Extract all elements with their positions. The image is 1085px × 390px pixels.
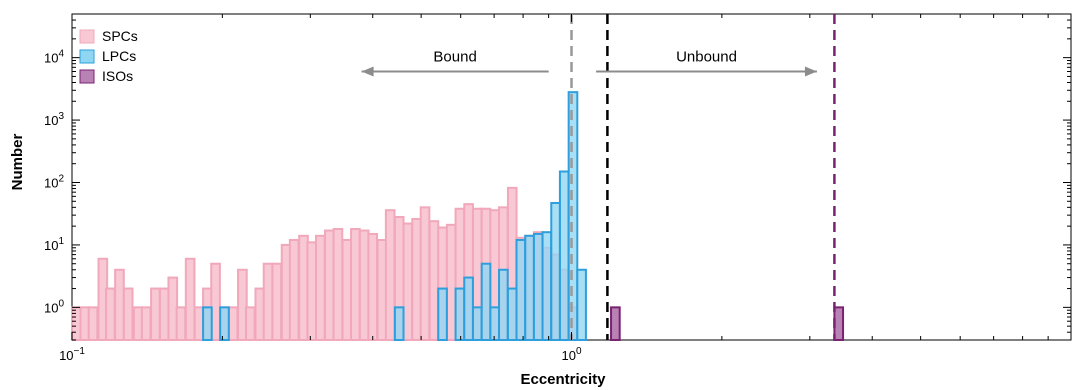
spcs-bar [384,209,396,341]
y-tick-label: 101 [44,236,64,253]
lpcs-bar [558,170,570,341]
lpcs-bar [393,306,405,342]
lpcs-bar [506,287,518,342]
y-tick-label: 102 [44,173,64,190]
lpcs-bar [437,287,448,342]
spcs-bar [158,287,170,342]
lpcs-bar [576,268,587,341]
lpcs-bar [532,232,544,341]
legend: SPCs LPCs ISOs [79,28,138,84]
spcs-bar [358,229,370,342]
legend-label: ISOs [102,68,133,84]
legend-swatch [79,69,95,84]
lpcs-bar [515,238,527,341]
spcs-bar [323,229,335,342]
spcs-bar [402,222,414,341]
x-tick-label: 100 [561,346,581,363]
spcs-bar [87,306,99,342]
spcs-bar [140,306,152,342]
lpcs-bar [550,201,561,341]
spcs-bar [341,238,353,341]
axis-ticks [71,13,1071,341]
spcs-bar [175,306,187,342]
spcs-bar [227,306,239,342]
spcs-bar [150,287,161,342]
annotation-label: Unbound [676,48,737,65]
spcs-bar [193,306,205,342]
lpcs-bar [471,306,483,342]
isos-bar [610,306,621,342]
spcs-bar [237,268,248,341]
spcs-bar [122,287,134,342]
annotation-arrow-head [804,66,817,77]
annotation-arrow-head [361,66,374,77]
spcs-bar [350,227,361,341]
spcs-bar [419,206,431,341]
lpcs-bar [463,276,474,342]
spcs-bar [445,223,457,341]
y-tick-label: 100 [44,298,64,315]
isos-bar [833,306,845,342]
spcs-bar [367,232,378,341]
reference-lines [570,14,836,340]
lpcs-bar [498,268,509,341]
lpcs-bar [480,262,492,342]
legend-label: SPCs [102,28,138,44]
lpcs-bar [202,306,213,342]
lpcs-bar [219,306,230,342]
annotations: Bound Unbound [361,48,817,77]
tick-labels: 10−1 100 100 101 102 103 104 [44,49,582,363]
spcs-bar [210,262,221,342]
lpcs-bar [489,306,501,342]
spcs-bar [244,306,256,342]
spcs-bar [288,238,300,341]
legend-label: LPCs [102,48,136,64]
spcs-bar [105,287,116,342]
spcs-bar [315,234,326,341]
plot-area: Bound Unbound [71,13,1072,342]
spcs-bar [71,306,82,342]
spcs-bar [262,262,274,342]
lpcs-bar [454,287,466,342]
lpcs-bar [541,231,553,341]
spcs-bar [411,218,422,341]
spcs-bar [271,262,283,342]
legend-swatch [79,29,95,44]
spcs-bar [184,257,196,341]
legend-swatch [79,49,95,64]
x-tick-label: 10−1 [59,346,85,363]
lpcs-bar [524,234,535,341]
annotation-label: Bound [433,48,476,65]
spcs-bar [428,220,440,341]
iso-bars [610,306,845,342]
y-axis-title: Number [9,134,26,191]
x-axis-title: Eccentricity [520,371,606,388]
y-tick-label: 103 [44,111,64,128]
y-tick-label: 104 [44,49,64,66]
lpc-bars [202,91,587,342]
spcs-bar [114,268,125,341]
lpcs-bar [567,91,579,341]
spcs-bar [306,241,318,342]
spcs-bar [332,227,344,341]
